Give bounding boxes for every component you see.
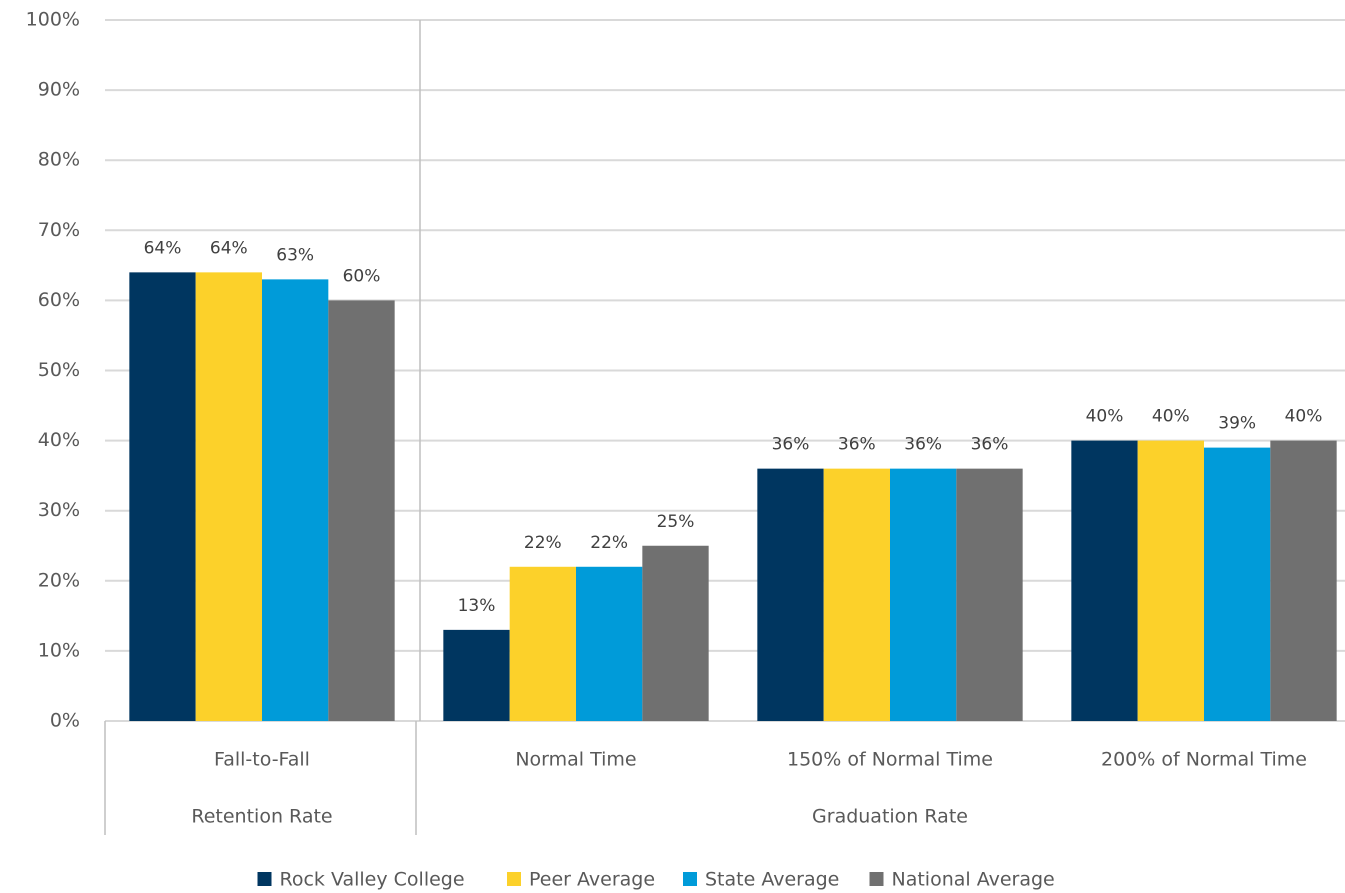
value-label: 36% xyxy=(904,435,942,455)
value-label: 25% xyxy=(657,512,695,532)
legend-swatch xyxy=(683,872,697,886)
bar xyxy=(823,468,890,721)
group-label: Retention Rate xyxy=(191,806,332,828)
y-tick-label: 100% xyxy=(26,9,80,31)
bar xyxy=(443,629,510,721)
value-label: 63% xyxy=(276,245,314,265)
bar xyxy=(757,468,824,721)
bar xyxy=(1071,440,1138,721)
bar xyxy=(1204,447,1271,721)
value-label: 36% xyxy=(772,435,810,455)
value-label: 36% xyxy=(838,435,876,455)
y-tick-label: 90% xyxy=(38,79,80,101)
value-label: 40% xyxy=(1285,407,1323,427)
bar xyxy=(1270,440,1337,721)
y-tick-label: 40% xyxy=(38,429,80,451)
value-label: 60% xyxy=(343,266,381,286)
value-label: 64% xyxy=(210,238,248,258)
legend-swatch xyxy=(869,872,884,886)
value-label: 39% xyxy=(1218,414,1256,434)
bar xyxy=(1137,440,1204,721)
bar xyxy=(890,468,957,721)
legend-label: State Average xyxy=(705,869,839,891)
x-tick-label: 150% of Normal Time xyxy=(787,749,993,771)
value-label: 22% xyxy=(524,533,562,553)
x-tick-label: Fall-to-Fall xyxy=(214,749,310,771)
group-label: Graduation Rate xyxy=(812,806,968,828)
y-tick-label: 70% xyxy=(38,219,80,241)
legend-label: Rock Valley College xyxy=(280,869,465,891)
legend-label: National Average xyxy=(892,869,1055,891)
x-tick-label: 200% of Normal Time xyxy=(1101,749,1307,771)
bar xyxy=(328,300,395,721)
value-label: 40% xyxy=(1086,407,1124,427)
value-label: 40% xyxy=(1152,407,1190,427)
y-tick-label: 30% xyxy=(38,499,80,521)
y-tick-label: 50% xyxy=(38,359,80,381)
legend-swatch xyxy=(507,872,521,886)
value-label: 36% xyxy=(971,435,1009,455)
bar xyxy=(129,272,196,721)
y-tick-label: 60% xyxy=(38,289,80,311)
value-label: 13% xyxy=(458,596,496,616)
bar xyxy=(956,468,1023,721)
y-tick-label: 80% xyxy=(38,149,80,171)
legend-swatch xyxy=(257,872,272,886)
value-label: 22% xyxy=(590,533,628,553)
bar xyxy=(576,566,643,721)
bar xyxy=(509,566,576,721)
bar xyxy=(642,545,709,721)
y-tick-label: 0% xyxy=(50,710,80,732)
y-tick-label: 10% xyxy=(38,639,80,661)
value-label: 64% xyxy=(144,238,182,258)
legend-label: Peer Average xyxy=(529,869,655,891)
x-tick-label: Normal Time xyxy=(515,749,636,771)
bar xyxy=(195,272,262,721)
y-tick-label: 20% xyxy=(38,569,80,591)
bar xyxy=(262,279,329,721)
